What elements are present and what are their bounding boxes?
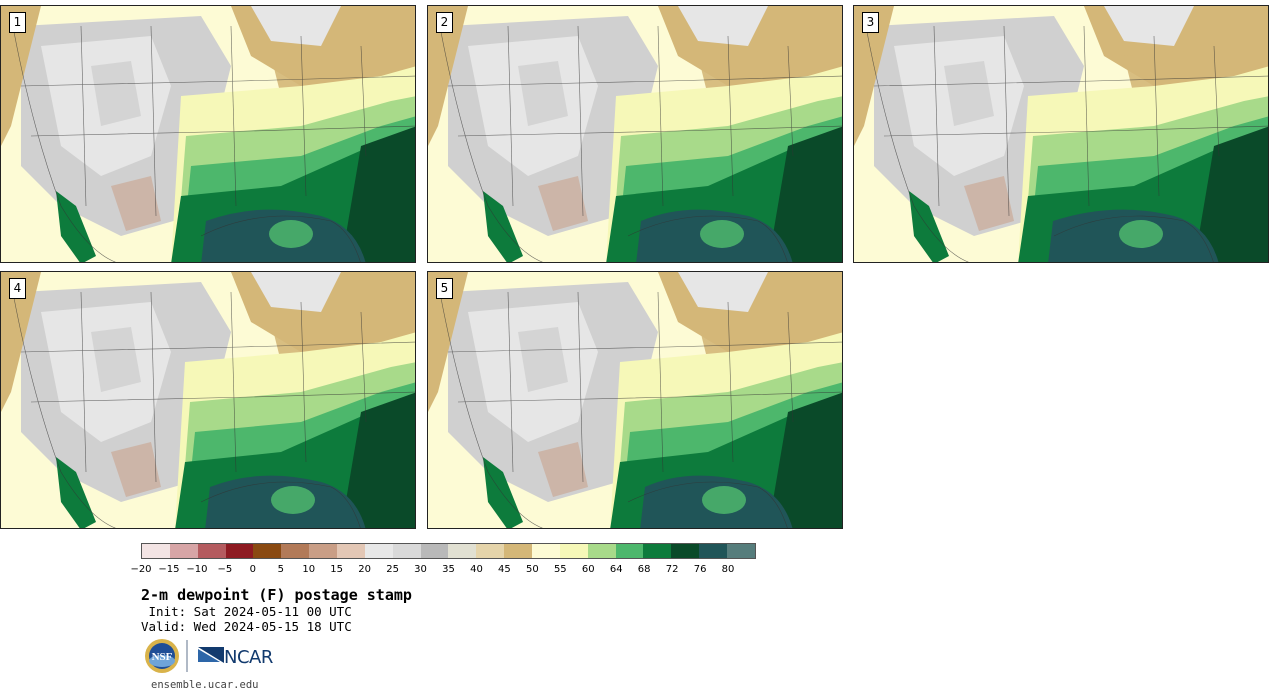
colorbar-tick-label: 68 — [637, 564, 651, 575]
map-panel-1: 1 — [0, 5, 416, 263]
colorbar-tick-label: 80 — [721, 564, 735, 575]
colorbar-segment — [504, 544, 533, 558]
colorbar-segment — [476, 544, 505, 558]
website-url: ensemble.ucar.edu — [151, 679, 259, 691]
colorbar-tick-label: 72 — [665, 564, 679, 575]
panel-number-label: 2 — [436, 12, 453, 33]
colorbar-segment — [225, 544, 254, 558]
colorbar-tick-label: 35 — [442, 564, 455, 575]
colorbar-tick-label: 64 — [609, 564, 623, 575]
panel-number-label: 5 — [436, 278, 453, 299]
colorbar-segment — [253, 544, 282, 558]
colorbar-tick-label: 20 — [358, 564, 371, 575]
colorbar-segment — [643, 544, 672, 558]
colorbar-tick-label: 45 — [498, 564, 511, 575]
colorbar-segment — [392, 544, 421, 558]
colorbar-ticks: −20 −15 −10 −5 0 5 10 15 20 25 30 35 40 45 50 55 60 64 68 7… — [130, 563, 756, 577]
panel-number-label: 1 — [9, 12, 26, 33]
colorbar-segment — [309, 544, 338, 558]
colorbar-tick-label: 30 — [414, 564, 427, 575]
colorbar-tick-label: 15 — [330, 564, 344, 575]
map-panel-3: 3 — [853, 5, 1269, 263]
colorbar-tick-label: −15 — [158, 564, 180, 575]
colorbar-tick-label: 55 — [553, 564, 567, 575]
colorbar-segment — [615, 544, 644, 558]
colorbar-tick-label: −10 — [186, 564, 208, 575]
init-time: Init: Sat 2024-05-11 00 UTC — [141, 604, 352, 619]
panel-number-label: 3 — [862, 12, 879, 33]
colorbar-segment — [281, 544, 310, 558]
map-panel-4: 4 — [0, 271, 416, 529]
colorbar-tick-label: 60 — [581, 564, 595, 575]
map-panel-2: 2 — [427, 5, 843, 263]
colorbar-segment — [727, 544, 755, 558]
colorbar-segment — [197, 544, 226, 558]
nsf-seal-icon: NSF — [145, 639, 179, 673]
colorbar-segment — [169, 544, 198, 558]
colorbar-segment — [337, 544, 365, 558]
colorbar-segment — [587, 544, 616, 558]
colorbar-tick-label: 0 — [249, 564, 256, 575]
svg-text:NSF: NSF — [152, 651, 173, 663]
ncar-logo-text: NCAR — [224, 647, 273, 668]
colorbar-segment — [448, 544, 477, 558]
colorbar-segment — [671, 544, 700, 558]
colorbar-segment — [699, 544, 728, 558]
colorbar-tick-label: 10 — [302, 564, 316, 575]
colorbar-segment — [532, 544, 560, 558]
colorbar-tick-label: 40 — [470, 564, 483, 575]
panel-number-label: 4 — [9, 278, 26, 299]
colorbar-tick-label: 25 — [386, 564, 399, 575]
colorbar-tick-label: −5 — [217, 564, 233, 575]
colorbar-tick-label: −20 — [130, 564, 152, 575]
colorbar-segment — [142, 544, 170, 558]
colorbar-segment — [364, 544, 393, 558]
logo-group: NSF — [144, 637, 284, 675]
valid-time: Valid: Wed 2024-05-15 18 UTC — [141, 619, 352, 634]
ncar-wing-icon — [198, 647, 224, 663]
colorbar-segment — [420, 544, 449, 558]
colorbar-tick-label: 50 — [525, 564, 539, 575]
colorbar — [141, 543, 756, 559]
map-panel-5: 5 — [427, 271, 843, 529]
colorbar-tick-label: 5 — [277, 564, 284, 575]
figure-title: 2-m dewpoint (F) postage stamp — [141, 586, 412, 604]
colorbar-segment — [559, 544, 588, 558]
colorbar-tick-label: 76 — [693, 564, 707, 575]
